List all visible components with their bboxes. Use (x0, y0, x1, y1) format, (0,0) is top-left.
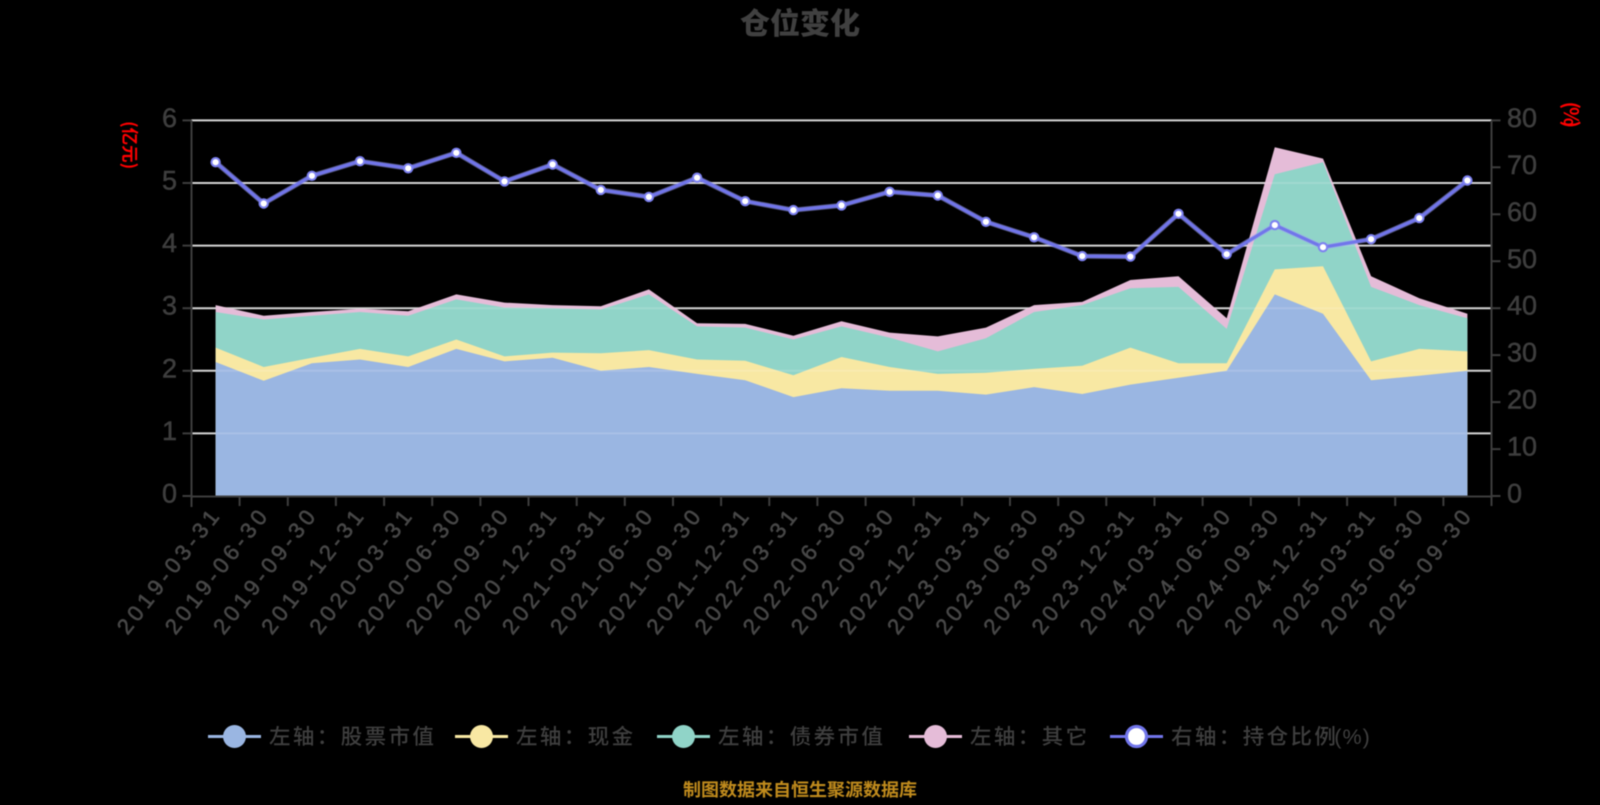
svg-text:2: 2 (162, 353, 177, 383)
svg-text:80: 80 (1507, 103, 1537, 133)
svg-text:40: 40 (1507, 291, 1537, 321)
svg-text:(%): (%) (1334, 725, 1370, 749)
svg-text:70: 70 (1507, 150, 1537, 180)
svg-text:10: 10 (1507, 432, 1537, 462)
svg-text:0: 0 (162, 479, 177, 509)
svg-text:1: 1 (162, 416, 177, 446)
svg-text:30: 30 (1507, 338, 1537, 368)
svg-text:5: 5 (162, 166, 177, 196)
svg-text:3: 3 (162, 291, 177, 321)
svg-text:0: 0 (1507, 479, 1522, 509)
svg-text:20: 20 (1507, 385, 1537, 415)
svg-text:50: 50 (1507, 244, 1537, 274)
svg-text:6: 6 (162, 103, 177, 133)
svg-text:4: 4 (162, 228, 177, 258)
svg-text:60: 60 (1507, 197, 1537, 227)
